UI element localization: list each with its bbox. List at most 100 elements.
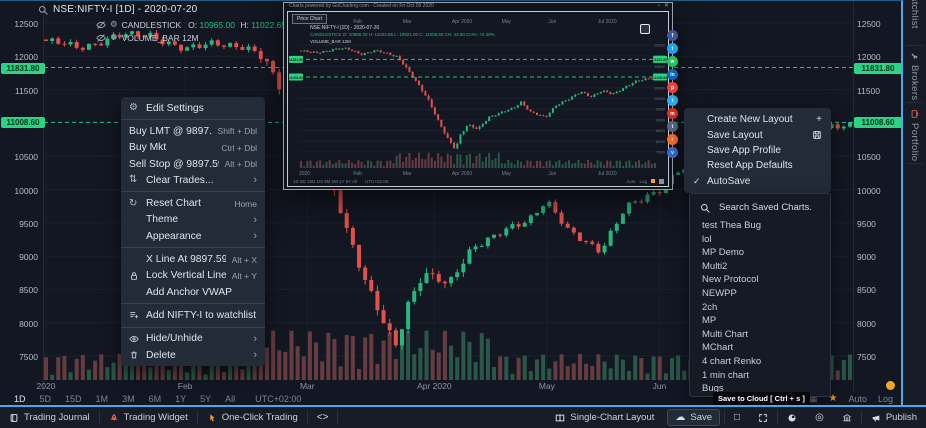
menu-item-shortcut: Ctrl + Dbl: [221, 142, 257, 153]
auto-scale-toggle[interactable]: Auto: [848, 393, 867, 404]
hide-study-icon[interactable]: [96, 20, 106, 30]
timeframe-3m[interactable]: 3M: [122, 393, 135, 404]
share-twitter-button[interactable]: t: [667, 43, 678, 54]
share-gmail-button[interactable]: m: [667, 108, 678, 119]
saved-chart-item[interactable]: 1 min chart: [702, 369, 749, 381]
layout-menu-item-save-app-profile[interactable]: Save App Profile: [684, 143, 831, 158]
log-scale-toggle[interactable]: Log: [877, 393, 893, 404]
layout-menu-item-reset-app-defaults[interactable]: Reset App Defaults: [684, 158, 831, 173]
time-tick-label: Apr 2020: [417, 381, 452, 391]
saved-chart-item[interactable]: MP: [702, 315, 717, 327]
context-menu-item-sell-stop-9897-59[interactable]: Sell Stop @ 9897.59 Alt + Dbl: [121, 156, 265, 172]
timeframe-1m[interactable]: 1M: [95, 393, 109, 404]
saved-chart-item[interactable]: New Protocol: [702, 274, 759, 286]
saved-chart-item[interactable]: lol: [702, 233, 712, 245]
bottom-button-square-icon[interactable]: □: [725, 407, 749, 428]
context-menu-item-delete[interactable]: Delete ›: [121, 347, 265, 363]
saved-chart-item[interactable]: 2ch: [702, 301, 718, 313]
context-menu-item-reset-chart[interactable]: ↻ Reset Chart Home: [121, 195, 265, 211]
context-menu-item-buy-lmt-9897-59[interactable]: Buy LMT @ 9897.59 Shift + Dbl: [121, 123, 265, 139]
context-menu-item-appearance[interactable]: Appearance ›: [121, 228, 265, 244]
chevron-right-icon: ›: [253, 349, 257, 361]
bottom-button-expand-icon[interactable]: [749, 407, 777, 428]
popup-settings-icon[interactable]: [659, 178, 664, 184]
share-pinterest-button[interactable]: p: [667, 82, 678, 93]
context-menu-item-add-nifty-i-to-watchlist[interactable]: Add NIFTY-I to watchlist: [121, 307, 265, 323]
tab-portfolio[interactable]: Portfolio: [903, 109, 926, 161]
saved-chart-item[interactable]: Multi Chart: [702, 328, 748, 340]
timeframe-all[interactable]: All: [225, 393, 236, 404]
refresh-icon: ↻: [129, 197, 138, 209]
symbol-legend: NSE:NIFTY-I [1D] - 2020-07-20: [38, 4, 197, 15]
saved-charts-search[interactable]: Search Saved Charts.: [690, 194, 830, 219]
layout-menu-item-create-new-layout[interactable]: Create New Layout +: [684, 112, 831, 127]
svg-text:11008.60: 11008.60: [289, 76, 303, 80]
bottom-button-trading-journal[interactable]: Trading Journal: [0, 407, 99, 428]
toolbar-divider: [777, 411, 779, 424]
bottom-button-trading-widget[interactable]: Trading Widget: [100, 407, 197, 428]
share-vk-button[interactable]: v: [667, 147, 678, 158]
bottom-button-one-click-trading[interactable]: One-Click Trading: [198, 407, 307, 428]
share-linkedin-button[interactable]: in: [667, 69, 678, 80]
timeframe-15d[interactable]: 15D: [65, 393, 82, 404]
context-menu-item-clear-trades[interactable]: ⇅ Clear Trades... ›: [121, 172, 265, 188]
saved-chart-item[interactable]: NEWPP: [702, 287, 737, 299]
saved-chart-item[interactable]: MP Demo: [702, 247, 745, 259]
share-facebook-button[interactable]: f: [667, 30, 678, 41]
context-menu-item-edit-settings[interactable]: ⚙ Edit Settings: [121, 100, 265, 116]
popup-auto-label: Auto: [626, 178, 636, 184]
tab-brokers[interactable]: Brokers: [903, 52, 926, 101]
share-whatsapp-button[interactable]: w: [667, 56, 678, 67]
menu-item-label: Buy Mkt: [129, 142, 167, 154]
grid-settings-icon[interactable]: ▦: [808, 392, 818, 404]
bottom-button-screenshot-icon[interactable]: [778, 407, 806, 428]
menu-divider: [121, 191, 265, 193]
context-menu-item-x-line-at-9897-59[interactable]: X Line At 9897.59 Alt + X: [121, 251, 265, 267]
layout-menu-item-save-layout[interactable]: Save Layout: [684, 127, 831, 142]
saved-chart-item[interactable]: 4 chart Renko: [702, 355, 762, 367]
popup-copy-icon[interactable]: [640, 24, 650, 34]
bottom-button-target-icon[interactable]: ◎: [806, 407, 833, 428]
bottom-button-single-chart-layout[interactable]: Single-Chart Layout: [546, 407, 663, 428]
price-tick-label: 11500: [857, 85, 881, 96]
pointer-icon: [207, 413, 217, 423]
saved-chart-item[interactable]: test Thea Bug: [702, 220, 761, 231]
study-settings-icon[interactable]: ⚙: [110, 19, 118, 29]
context-menu-item-theme[interactable]: Theme ›: [121, 212, 265, 228]
symbol-search-icon[interactable]: [38, 5, 48, 15]
share-telegram-button[interactable]: t: [667, 95, 678, 106]
timeframe-5d[interactable]: 5D: [39, 393, 52, 404]
timeframe-5y[interactable]: 5Y: [200, 393, 212, 404]
context-menu-item-lock-vertical-line[interactable]: Lock Vertical Line Alt + Y: [121, 268, 265, 284]
bottom-button-code-icon[interactable]: <>: [308, 407, 338, 428]
context-menu-item-hide-unhide[interactable]: Hide/Unhide ›: [121, 331, 265, 347]
context-menu-item-add-anchor-vwap[interactable]: Add Anchor VWAP: [121, 284, 265, 300]
saved-chart-item[interactable]: Multi2: [702, 260, 728, 272]
bottom-button-bank-icon[interactable]: [833, 407, 861, 428]
saved-chart-item[interactable]: Bugs: [702, 383, 724, 395]
popup-expand-icon[interactable]: ▫: [657, 3, 660, 9]
tab-watchlist[interactable]: Watchlist: [903, 0, 926, 29]
price-tick-label: 9000: [19, 252, 38, 263]
price-badge: 11008.60: [854, 117, 902, 129]
svg-text:12500: 12500: [654, 43, 666, 48]
hide-volume-icon[interactable]: [96, 33, 106, 43]
favorite-icon[interactable]: ★: [828, 392, 838, 404]
timeframe-6m[interactable]: 6M: [148, 393, 162, 404]
square-icon: □: [734, 411, 741, 423]
popup-tab-price-chart[interactable]: Price Chart: [292, 14, 328, 24]
timeframe-1d[interactable]: 1D: [14, 393, 26, 404]
bottom-button-publish[interactable]: Publish: [862, 407, 926, 428]
replay-dot-icon[interactable]: [886, 381, 895, 390]
chart-share-popup: Charts powered by GoCharting.com - Creat…: [283, 2, 673, 190]
bottom-button-save[interactable]: ☁ Save: [667, 409, 721, 426]
context-menu-item-buy-mkt[interactable]: Buy Mkt Ctrl + Dbl: [121, 140, 265, 156]
volume-settings-icon[interactable]: ⚙: [110, 32, 118, 42]
popup-close-icon[interactable]: ✕: [663, 3, 669, 9]
share-tumblr-button[interactable]: t: [667, 121, 678, 132]
timezone-label[interactable]: UTC+02:00: [255, 393, 302, 404]
share-reddit-button[interactable]: r: [667, 134, 678, 145]
timeframe-1y[interactable]: 1Y: [175, 393, 187, 404]
saved-chart-item[interactable]: MChart: [702, 342, 734, 354]
layout-menu-item-autosave[interactable]: ✓ AutoSave: [684, 174, 831, 189]
